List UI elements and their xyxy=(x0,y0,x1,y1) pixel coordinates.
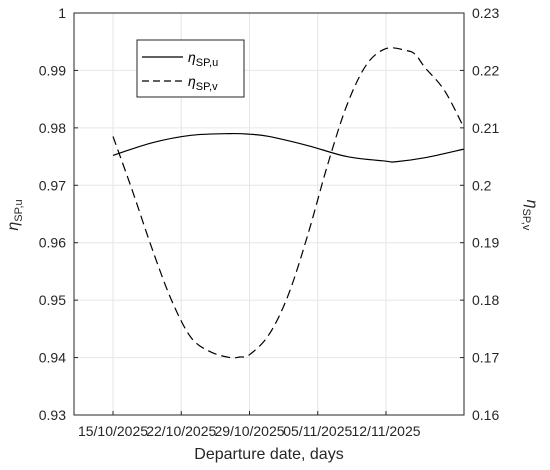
legend-entry-1-subscript: SP,v xyxy=(196,81,218,93)
x-tick-label: 15/10/2025 xyxy=(78,423,148,439)
series-layer xyxy=(112,47,465,359)
y-left-tick-label: 0.94 xyxy=(39,350,66,366)
grid xyxy=(74,12,464,416)
legend-entry-0-symbol: η xyxy=(188,49,196,65)
y-left-tick-label: 0.98 xyxy=(39,120,66,136)
x-tick-label: 12/11/2025 xyxy=(351,423,420,439)
y-left-tick-label: 0.96 xyxy=(39,235,66,251)
y-left-tick-label: 0.97 xyxy=(39,177,66,193)
y-right-tick-label: 0.21 xyxy=(472,120,499,136)
legend-entry-1-symbol: η xyxy=(188,73,196,89)
y-right-tick-label: 0.2 xyxy=(472,177,492,193)
x-tick-label: 22/10/2025 xyxy=(146,423,216,439)
legend: ηSP,u ηSP,v xyxy=(136,39,245,98)
y-right-tick-label: 0.17 xyxy=(472,350,499,366)
x-tick-label: 05/11/2025 xyxy=(283,423,352,439)
y-right-tick-label: 0.23 xyxy=(472,5,499,21)
y-axis-label-left-symbol: η xyxy=(5,222,22,231)
x-axis-label: Departure date, days xyxy=(194,446,343,463)
y-axis-label-left-subscript: SP,u xyxy=(13,199,25,221)
y-right-tick-label: 0.22 xyxy=(472,62,499,78)
y-right-tick-label: 0.19 xyxy=(472,235,499,251)
y-left-tick-label: 1 xyxy=(58,5,66,21)
y-left-tick-label: 0.93 xyxy=(39,407,66,423)
y-axis-label-right: ηSP,v xyxy=(520,200,540,231)
series-line-sp-v xyxy=(112,47,465,359)
legend-entry-0: ηSP,u xyxy=(188,49,218,69)
y-axis-label-left: ηSP,u xyxy=(5,199,25,230)
y-left-tick-label: 0.95 xyxy=(39,292,66,308)
legend-box xyxy=(136,39,245,98)
ticks-layer: 15/10/202522/10/202529/10/202505/11/2025… xyxy=(39,5,500,439)
y-axis-label-right-symbol: η xyxy=(523,200,540,209)
series-line-sp-u xyxy=(112,132,465,163)
plot-frame xyxy=(73,12,465,416)
y-left-tick-label: 0.99 xyxy=(39,62,66,78)
y-right-tick-label: 0.16 xyxy=(472,407,499,423)
legend-entry-1: ηSP,v xyxy=(188,73,218,93)
legend-entry-0-subscript: SP,u xyxy=(196,57,218,69)
x-tick-label: 29/10/2025 xyxy=(214,423,284,439)
y-axis-label-right-subscript: SP,v xyxy=(520,209,532,231)
y-right-tick-label: 0.18 xyxy=(472,292,499,308)
